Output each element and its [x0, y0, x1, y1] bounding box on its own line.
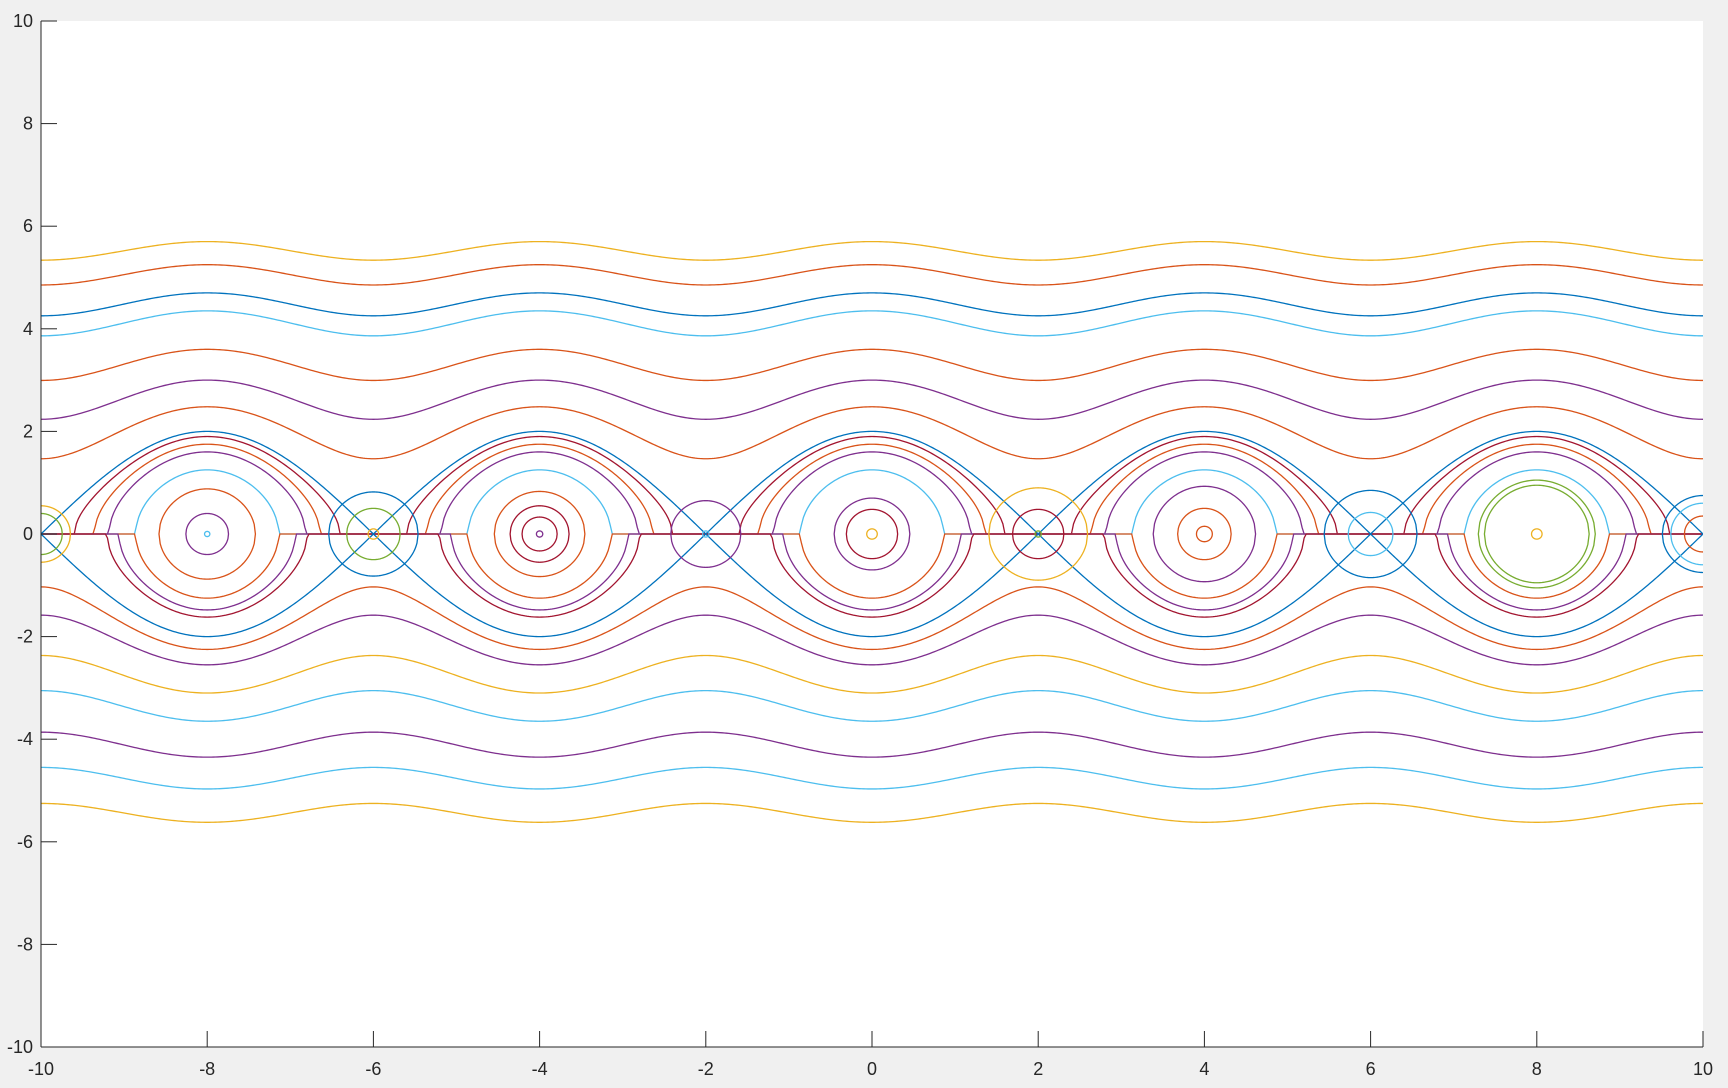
orbit-curve--4-1: [509, 505, 570, 563]
orbit-curve-6-1: [1347, 511, 1394, 557]
y-tick-label: 2: [23, 421, 33, 441]
wave-curve-13: [41, 533, 1703, 618]
orbit-curve-10-0: [1661, 494, 1703, 574]
orbit-curve-10-2: [1683, 515, 1703, 553]
orbit-curve--6-0: [328, 491, 419, 577]
orbit-curve--4-2: [521, 516, 558, 552]
curve-layer: [41, 240, 1703, 823]
orbit-curve-4-2: [1195, 525, 1213, 543]
wave-curve-14: [41, 586, 1703, 651]
wave-curve-1: [41, 264, 1703, 286]
wave-curve-17: [41, 689, 1703, 722]
orbit-curve-2-1: [1011, 508, 1065, 560]
wave-curve-6: [41, 406, 1703, 460]
y-tick-label: 0: [23, 524, 33, 544]
wave-curve-3: [41, 310, 1703, 337]
x-tick-label: -8: [199, 1059, 215, 1079]
orbit-curve--2-0: [670, 499, 742, 569]
wave-curve-16: [41, 654, 1703, 694]
x-tick-label: -2: [698, 1059, 714, 1079]
wave-curve-2: [41, 292, 1703, 317]
x-tick-label: -4: [532, 1059, 548, 1079]
x-tick-label: 6: [1366, 1059, 1376, 1079]
x-tick-label: 8: [1532, 1059, 1542, 1079]
wave-curve-19: [41, 766, 1703, 790]
orbit-curve--4-3: [535, 530, 544, 538]
x-tick-label: -6: [365, 1059, 381, 1079]
y-tick-label: 8: [23, 114, 33, 134]
axes: -10 -8 -6 -4 -2 0 2 4 6 8 10 -10 -8 -6 -4 -2 0 2 4 6 8 10: [7, 11, 1713, 1079]
wave-curve-18: [41, 731, 1703, 758]
y-tick-label: -10: [7, 1037, 33, 1057]
orbit-curve--10-0: [41, 505, 72, 563]
orbit-curve-4-0: [1152, 485, 1257, 583]
orbit-curve-4-1: [1177, 507, 1232, 561]
y-tick-label: -6: [17, 832, 33, 852]
orbit-curve-2-0: [988, 487, 1089, 581]
orbit-curve--4-0: [493, 490, 586, 578]
orbit-curve-8-2: [1530, 528, 1543, 540]
wave-curve-15: [41, 614, 1703, 666]
y-tick-label: 4: [23, 319, 33, 339]
orbit-curve-10-1: [1670, 502, 1703, 566]
x-tick-label: 0: [867, 1059, 877, 1079]
orbit-curve--6-1: [346, 507, 401, 561]
y-tick-label: 6: [23, 216, 33, 236]
wave-curve-5: [41, 379, 1703, 420]
y-tick-label: 10: [13, 11, 33, 31]
y-tick-label: -4: [17, 729, 33, 749]
y-tick-label: -8: [17, 934, 33, 954]
orbit-curve-0-1: [845, 508, 899, 560]
wave-curve-7: [41, 435, 1703, 535]
orbit-curve--8-1: [185, 512, 230, 556]
orbit-curve--8-0: [158, 488, 257, 580]
orbit-curve-0-0: [833, 497, 911, 571]
orbit-curve--8-2: [203, 530, 211, 538]
y-tick-label: -2: [17, 627, 33, 647]
x-tick-label: 2: [1033, 1059, 1043, 1079]
x-tick-label: -10: [28, 1059, 54, 1079]
orbit-curve--2-1: [701, 530, 710, 538]
orbit-curve-8-1: [1483, 484, 1590, 584]
orbit-curve-2-2: [1034, 530, 1043, 538]
wave-curve-0: [41, 240, 1703, 261]
separatrix-curve-upper: [41, 430, 1703, 535]
orbit-curve--6-2: [367, 528, 380, 540]
orbit-curve-8-0: [1477, 479, 1596, 589]
x-tick-label: 4: [1199, 1059, 1209, 1079]
wave-curve-8: [41, 443, 1703, 535]
separatrix-curve-lower: [41, 533, 1703, 638]
x-tick-label: 10: [1693, 1059, 1713, 1079]
orbit-curve-6-0: [1323, 489, 1418, 579]
orbit-curve-0-2: [866, 528, 878, 540]
wave-curve-4: [41, 348, 1703, 382]
orbit-curve--10-1: [41, 512, 63, 556]
wave-curve-20: [41, 802, 1703, 823]
